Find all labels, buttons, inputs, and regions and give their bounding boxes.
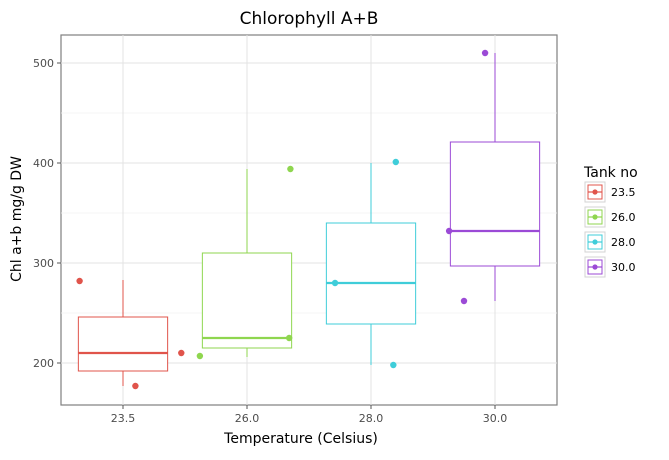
boxes [77, 53, 541, 386]
y-tick-label: 400 [33, 157, 54, 170]
legend-label: 26.0 [611, 211, 636, 224]
data-point-28.0 [390, 361, 397, 369]
legend-item-30.0: 30.0 [584, 256, 636, 278]
legend-items: 23.5 26.0 28.0 30.0 [584, 181, 636, 278]
box-iqr [325, 222, 417, 325]
legend-item-23.5: 23.5 [584, 181, 636, 203]
data-points [76, 49, 489, 390]
x-tick-label: 23.5 [111, 412, 136, 425]
box-28.0 [325, 163, 417, 365]
data-point-28.0 [331, 279, 339, 287]
box-30.0 [449, 53, 541, 301]
data-point-26.0 [285, 334, 293, 342]
box-iqr [201, 252, 293, 349]
legend-label: 23.5 [611, 186, 636, 199]
data-point-30.0 [481, 49, 489, 57]
x-axis-ticks: 23.5 26.0 28.0 30.0 [111, 405, 508, 425]
legend-item-28.0: 28.0 [584, 231, 636, 253]
legend-item-26.0: 26.0 [584, 206, 636, 228]
data-point-26.0 [196, 352, 204, 360]
legend: Tank no 23.5 26.0 28.0 30.0 [583, 165, 638, 278]
y-axis-ticks: 200 300 400 500 [33, 57, 61, 370]
box-iqr [77, 316, 169, 372]
x-tick-label: 26.0 [235, 412, 260, 425]
legend-label: 28.0 [611, 236, 636, 249]
y-tick-label: 300 [33, 257, 54, 270]
data-point-30.0 [445, 227, 453, 235]
data-point-23.5 [178, 349, 185, 357]
box-26.0 [201, 169, 293, 357]
data-point-28.0 [392, 158, 399, 166]
legend-title: Tank no [583, 165, 638, 181]
data-point-23.5 [132, 382, 139, 390]
legend-key-point [592, 189, 598, 195]
y-tick-label: 500 [33, 57, 54, 70]
legend-key-point [592, 239, 598, 245]
legend-key-point [592, 264, 598, 270]
y-axis-label: Chl a+b mg/g DW [9, 156, 25, 282]
chart-title: Chlorophyll A+B [240, 9, 379, 29]
x-axis-label: Temperature (Celsius) [223, 431, 378, 447]
legend-label: 30.0 [611, 261, 636, 274]
y-tick-label: 200 [33, 357, 54, 370]
x-tick-label: 28.0 [359, 412, 384, 425]
data-point-30.0 [460, 297, 468, 305]
data-point-23.5 [76, 277, 83, 285]
legend-key-point [592, 214, 598, 220]
box-23.5 [77, 280, 169, 386]
box-iqr [449, 141, 541, 267]
data-point-26.0 [287, 165, 294, 173]
x-tick-label: 30.0 [483, 412, 508, 425]
